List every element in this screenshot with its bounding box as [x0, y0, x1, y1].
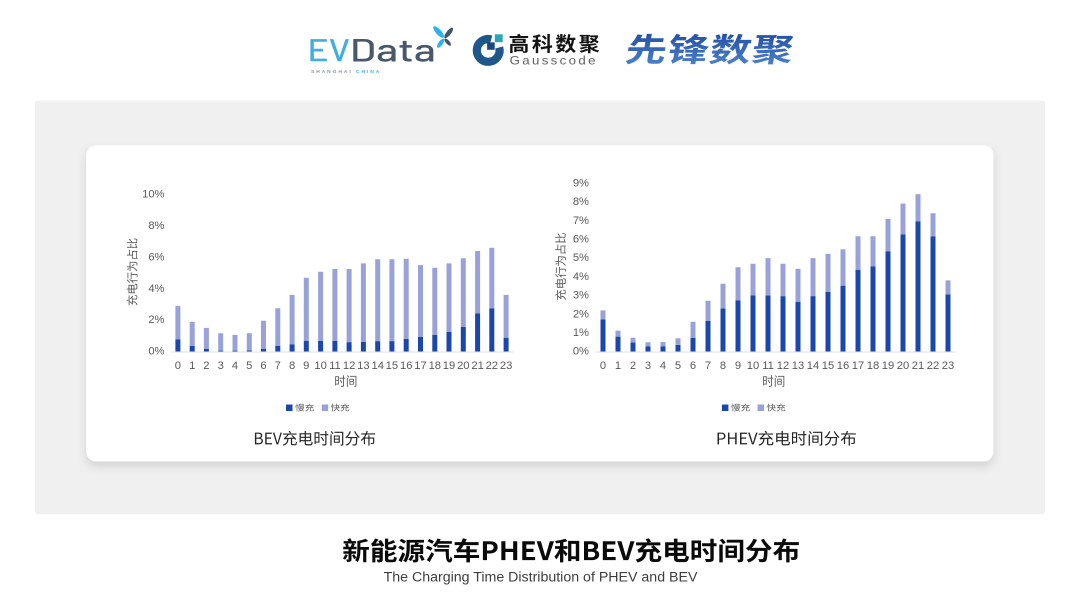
svg-text:10: 10: [314, 360, 326, 372]
svg-text:6: 6: [260, 360, 266, 372]
svg-text:18: 18: [867, 360, 879, 372]
svg-text:13: 13: [792, 360, 804, 372]
svg-text:1%: 1%: [573, 327, 589, 339]
svg-text:6%: 6%: [573, 234, 589, 246]
svg-text:9: 9: [735, 360, 741, 372]
svg-text:1: 1: [189, 360, 195, 372]
svg-text:23: 23: [500, 360, 512, 372]
svg-text:4%: 4%: [573, 271, 589, 283]
svg-text:6: 6: [690, 360, 696, 372]
svg-text:1: 1: [615, 360, 621, 372]
svg-text:2%: 2%: [148, 314, 164, 326]
svg-text:7%: 7%: [573, 215, 589, 227]
svg-text:The Charging Time Distribution: The Charging Time Distribution of PHEV a…: [384, 570, 698, 586]
svg-text:4: 4: [232, 360, 238, 372]
svg-text:5: 5: [675, 360, 681, 372]
svg-text:8: 8: [289, 360, 295, 372]
svg-text:18: 18: [429, 360, 441, 372]
svg-text:17: 17: [414, 360, 426, 372]
svg-text:19: 19: [443, 360, 455, 372]
svg-text:8%: 8%: [148, 220, 164, 232]
svg-text:2: 2: [203, 360, 209, 372]
svg-text:0: 0: [175, 360, 181, 372]
svg-text:3%: 3%: [573, 290, 589, 302]
svg-text:20: 20: [897, 360, 909, 372]
svg-text:0%: 0%: [148, 346, 164, 358]
svg-text:15: 15: [822, 360, 834, 372]
svg-text:0%: 0%: [573, 346, 589, 358]
svg-text:10: 10: [747, 360, 759, 372]
svg-text:9: 9: [303, 360, 309, 372]
svg-text:2: 2: [630, 360, 636, 372]
svg-text:SHANGHAI CHINA: SHANGHAI CHINA: [311, 69, 381, 75]
svg-text:21: 21: [471, 360, 483, 372]
svg-text:7: 7: [705, 360, 711, 372]
svg-text:15: 15: [386, 360, 398, 372]
svg-text:23: 23: [942, 360, 954, 372]
svg-text:22: 22: [927, 360, 939, 372]
svg-text:9%: 9%: [573, 178, 589, 190]
svg-text:3: 3: [218, 360, 224, 372]
svg-text:12: 12: [343, 360, 355, 372]
svg-text:14: 14: [807, 360, 819, 372]
svg-text:5: 5: [246, 360, 252, 372]
svg-text:16: 16: [837, 360, 849, 372]
svg-text:Gausscode: Gausscode: [510, 53, 598, 67]
svg-text:8: 8: [720, 360, 726, 372]
svg-text:5%: 5%: [573, 252, 589, 264]
svg-text:4%: 4%: [148, 283, 164, 295]
svg-text:4: 4: [660, 360, 666, 372]
svg-text:2%: 2%: [573, 308, 589, 320]
svg-text:17: 17: [852, 360, 864, 372]
svg-text:14: 14: [371, 360, 383, 372]
svg-text:16: 16: [400, 360, 412, 372]
svg-text:20: 20: [457, 360, 469, 372]
svg-text:0: 0: [600, 360, 606, 372]
svg-text:3: 3: [645, 360, 651, 372]
svg-text:22: 22: [486, 360, 498, 372]
svg-text:11: 11: [762, 360, 774, 372]
svg-text:19: 19: [882, 360, 894, 372]
svg-text:10%: 10%: [142, 189, 164, 201]
svg-text:21: 21: [912, 360, 924, 372]
svg-text:13: 13: [357, 360, 369, 372]
svg-text:12: 12: [777, 360, 789, 372]
svg-text:11: 11: [329, 360, 341, 372]
svg-text:7: 7: [275, 360, 281, 372]
svg-text:8%: 8%: [573, 196, 589, 208]
svg-text:6%: 6%: [148, 251, 164, 263]
